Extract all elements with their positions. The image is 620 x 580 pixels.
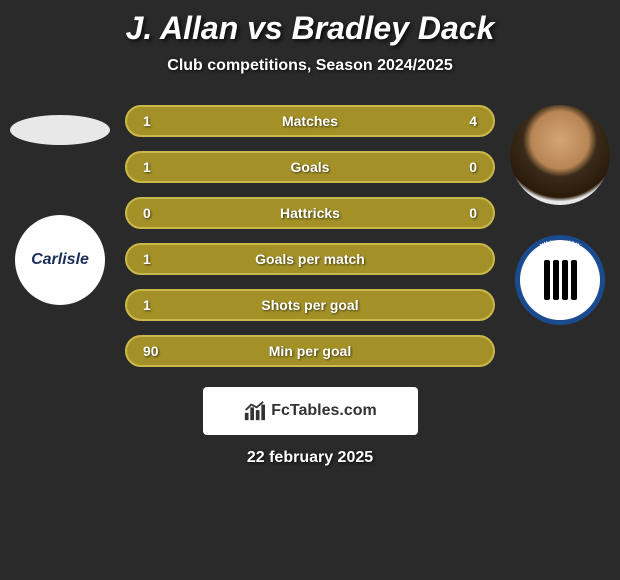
player2-column: GILLINGHAM: [505, 105, 615, 325]
player1-club-text: Carlisle: [31, 251, 89, 269]
stat-label: Hattricks: [173, 205, 447, 221]
stat-right-value: 0: [447, 159, 477, 175]
stat-row-goals-per-match: 1 Goals per match: [125, 243, 495, 275]
stat-row-matches: 1 Matches 4: [125, 105, 495, 137]
stat-right-value: 0: [447, 205, 477, 221]
stat-label: Shots per goal: [173, 297, 447, 313]
brand-text: FcTables.com: [271, 402, 377, 420]
stat-left-value: 1: [143, 251, 173, 267]
bar-chart-icon: [243, 400, 265, 422]
page-title: J. Allan vs Bradley Dack: [0, 10, 620, 47]
gillingham-inner: [520, 240, 600, 320]
player2-club-badge: GILLINGHAM: [515, 235, 605, 325]
stat-left-value: 90: [143, 343, 173, 359]
stat-left-value: 0: [143, 205, 173, 221]
stat-left-value: 1: [143, 113, 173, 129]
stat-row-hattricks: 0 Hattricks 0: [125, 197, 495, 229]
stat-row-min-per-goal: 90 Min per goal: [125, 335, 495, 367]
stat-label: Matches: [173, 113, 447, 129]
main-row: Carlisle 1 Matches 4 1 Goals 0 0 Hattric…: [0, 105, 620, 367]
subtitle: Club competitions, Season 2024/2025: [0, 57, 620, 75]
stat-label: Goals per match: [173, 251, 447, 267]
stat-row-shots-per-goal: 1 Shots per goal: [125, 289, 495, 321]
stats-list: 1 Matches 4 1 Goals 0 0 Hattricks 0 1 Go…: [125, 105, 495, 367]
player1-avatar-placeholder: [10, 115, 110, 145]
brand-link[interactable]: FcTables.com: [203, 387, 418, 435]
stat-right-value: 4: [447, 113, 477, 129]
player1-club-badge: Carlisle: [15, 215, 105, 305]
player1-column: Carlisle: [5, 105, 115, 305]
stat-left-value: 1: [143, 297, 173, 313]
footer-date: 22 february 2025: [0, 449, 620, 467]
stat-label: Goals: [173, 159, 447, 175]
gillingham-stripes-icon: [544, 260, 577, 300]
stat-label: Min per goal: [173, 343, 447, 359]
player2-avatar: [510, 105, 610, 205]
stat-left-value: 1: [143, 159, 173, 175]
stat-row-goals: 1 Goals 0: [125, 151, 495, 183]
comparison-card: J. Allan vs Bradley Dack Club competitio…: [0, 0, 620, 580]
